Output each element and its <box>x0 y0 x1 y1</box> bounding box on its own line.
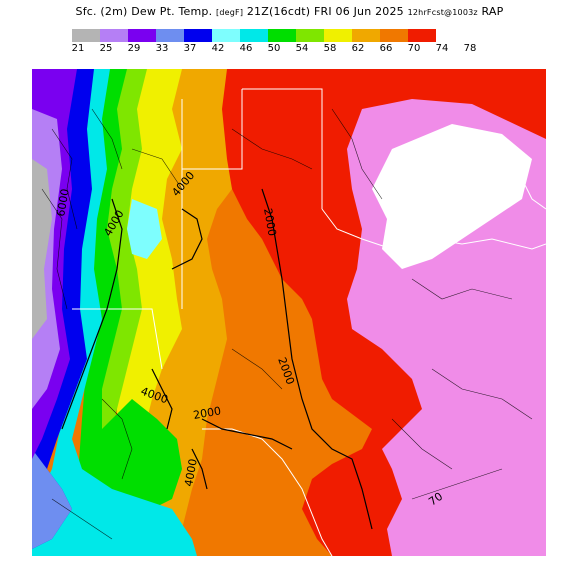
legend-tick-label: 54 <box>295 43 309 54</box>
region-lightcyan <box>127 199 162 259</box>
title-model: RAP <box>481 5 504 18</box>
contour-label: 6000 <box>54 188 72 218</box>
legend-tick-label: 46 <box>239 43 253 54</box>
contour-label: 4000 <box>182 458 200 488</box>
legend-tick-label: 66 <box>379 43 393 54</box>
legend-tick-label: 50 <box>267 43 281 54</box>
map-title: Sfc. (2m) Dew Pt. Temp. [degF] 21Z(16cdt… <box>0 5 579 18</box>
title-main: Sfc. (2m) Dew Pt. Temp. <box>75 5 213 18</box>
region-gray <box>32 159 52 339</box>
legend-tick-label: 25 <box>99 43 113 54</box>
legend-swatch <box>156 29 184 42</box>
dew-point-map: 6000 4000 4000 2000 2000 4000 2000 4000 … <box>32 69 546 556</box>
contour-label: 2000 <box>261 207 279 237</box>
contour-label-group: 6000 4000 4000 2000 2000 4000 2000 4000 … <box>54 169 445 508</box>
legend-swatch <box>128 29 156 42</box>
title-valid: 21Z(16cdt) FRI 06 Jun 2025 <box>246 5 404 18</box>
legend-swatch <box>72 29 100 42</box>
legend-tick-label: 33 <box>155 43 169 54</box>
region-white <box>372 124 532 269</box>
contour-lines-thin <box>41 108 533 540</box>
legend-tick-label: 21 <box>71 43 85 54</box>
legend-swatch <box>408 29 436 42</box>
legend-swatch <box>184 29 212 42</box>
legend-tick-label: 42 <box>211 43 225 54</box>
legend-swatch <box>296 29 324 42</box>
legend-swatch <box>380 29 408 42</box>
legend-tick-label: 58 <box>323 43 337 54</box>
title-forecast: 12hrFcst@1003z <box>407 8 478 17</box>
state-borders <box>72 88 546 556</box>
legend-tick-label: 29 <box>127 43 141 54</box>
legend-swatch <box>240 29 268 42</box>
color-legend: 21 25 29 33 37 42 46 50 54 58 62 66 70 74 78 <box>72 29 520 57</box>
region-blue <box>32 69 94 549</box>
contour-label: 2000 <box>192 404 222 422</box>
legend-swatch <box>100 29 128 42</box>
legend-tick-label: 74 <box>435 43 449 54</box>
legend-swatch <box>352 29 380 42</box>
legend-swatch <box>268 29 296 42</box>
legend-swatch <box>324 29 352 42</box>
legend-swatch <box>212 29 240 42</box>
legend-tick-label: 78 <box>463 43 477 54</box>
legend-tick-label: 70 <box>407 43 421 54</box>
legend-tick-label: 37 <box>183 43 197 54</box>
legend-tick-label: 62 <box>351 43 365 54</box>
contour-lines <box>61 188 373 530</box>
title-units: [degF] <box>216 8 244 17</box>
